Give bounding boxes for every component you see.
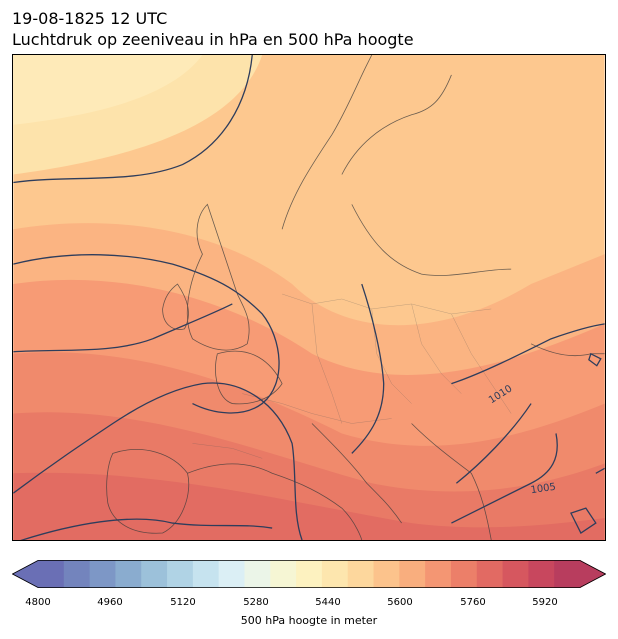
coastline [215,350,283,405]
colorbar-tick-label: 4800 [25,597,51,608]
colorbar [12,560,606,588]
colorbar-segment [63,560,91,588]
height-band [13,55,203,125]
country-border [242,393,392,424]
colorbar-segment [373,560,400,588]
colorbar-tick-label: 4960 [97,597,123,608]
coastline [187,463,363,540]
colorbar-segment [502,560,529,588]
country-border [192,443,263,459]
coastline [281,55,373,230]
coastline [162,283,189,330]
colorbar-tick-label: 5600 [387,597,413,608]
colorbar-tick-label: 5760 [460,597,486,608]
colorbar-segment [347,560,375,588]
colorbar-segment [554,560,581,588]
map-title-date: 19-08-1825 12 UTC [12,9,168,28]
isobar-line [13,254,280,414]
isobar-label: 1005 [530,482,557,496]
coastline [411,423,492,540]
isobar-line [451,433,558,524]
isobar-line [20,518,273,540]
coastline [311,423,402,524]
colorbar-segment [399,560,426,588]
colorbar-tick-label: 5280 [243,597,269,608]
coastline [341,74,452,175]
colorbar-segment [115,560,142,588]
coastline [351,204,512,276]
isobar-line [13,55,253,184]
colorbar-segment [141,560,168,588]
isobar-line [455,403,532,484]
country-border [371,308,412,404]
colorbar-segment [38,560,65,588]
map-title-description: Luchtdruk op zeeniveau in hPa en 500 hPa… [12,30,414,49]
colorbar-outline [12,560,606,588]
colorbar-segment [167,560,194,588]
colorbar-extend-high [580,560,606,588]
colorbar-tick-label: 5920 [532,597,558,608]
colorbar-extend-low [12,560,38,588]
colorbar-segment [89,560,117,588]
coastline [106,449,190,534]
colorbar-segment [450,560,478,588]
isobar-line [588,352,602,367]
colorbar-tick-label: 5440 [315,597,341,608]
colorbar-segment [476,560,504,588]
colorbar-tick-label: 5120 [170,597,196,608]
weather-map: 1010 1005 [12,54,606,541]
country-border [282,293,492,315]
colorbar-segment [270,560,297,588]
isobar-line [13,382,303,540]
colorbar-segment [425,560,452,588]
colorbar-segment [528,560,555,588]
height-band [13,472,605,540]
colorbar-segment [218,560,246,588]
colorbar-label: 500 hPa hoogte in meter [240,614,378,627]
isobar-line [595,467,605,474]
country-border [451,313,512,414]
colorbar-segment [244,560,271,588]
isobar-line [570,507,597,534]
colorbar-segment [321,560,349,588]
colorbar-segment [296,560,323,588]
isobar-line [13,303,233,353]
colorbar-segment [192,560,220,588]
isobar-line [351,283,385,454]
coastline [186,203,250,351]
isobar-line [451,323,605,385]
country-border [311,303,343,424]
